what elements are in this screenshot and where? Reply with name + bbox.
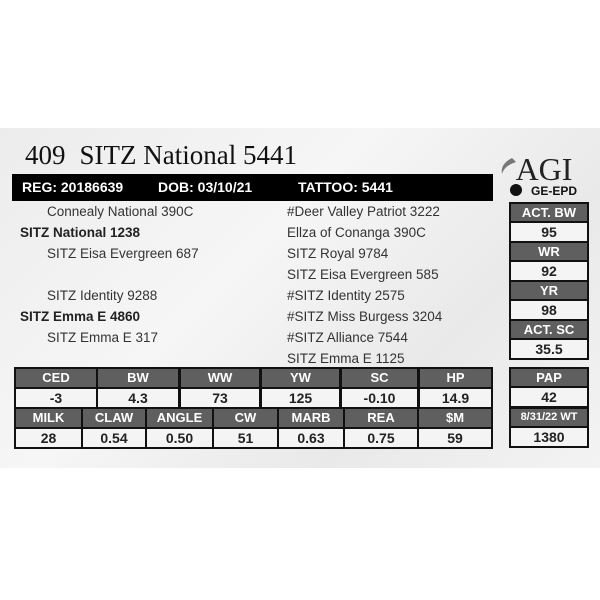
epd-label: MARB	[277, 407, 345, 429]
pedigree-left-item: SITZ Emma E 4860	[20, 309, 141, 324]
epd-label: MILK	[14, 407, 83, 429]
epd-label: SC	[340, 367, 419, 389]
tattoo: TATTOO: 5441	[298, 179, 393, 195]
side-stat-label: PAP	[509, 367, 589, 388]
pedigree-right-item: SITZ Emma E 1125	[287, 351, 405, 366]
pedigree-left-item: SITZ National 1238	[20, 225, 141, 240]
pedigree-right-item: SITZ Eisa Evergreen 585	[287, 267, 439, 282]
epd-value: 4.3	[96, 387, 180, 409]
pedigree-right-item: #Deer Valley Patriot 3222	[287, 204, 440, 219]
side-stat-value: 1380	[509, 426, 589, 448]
pedigree-left-item: SITZ Emma E 317	[47, 330, 159, 345]
id-bar: REG: 20186639 DOB: 03/10/21 TATTOO: 5441	[12, 174, 493, 201]
pedigree-right-item: #SITZ Alliance 7544	[287, 330, 408, 345]
side-stat-value: 35.5	[509, 338, 589, 360]
logo-text: AGI	[516, 151, 573, 187]
side-stat-value: 95	[509, 221, 589, 243]
pedigree-right-item: SITZ Royal 9784	[287, 246, 389, 261]
logo-subtext: GE-EPD	[531, 184, 577, 198]
epd-label: BW	[96, 367, 180, 389]
pedigree-right-item: #SITZ Identity 2575	[287, 288, 405, 303]
pedigree-left-item: Connealy National 390C	[47, 204, 194, 219]
agi-logo: AGI GE-EPD	[501, 151, 577, 198]
side-stat-value: 42	[509, 386, 589, 408]
side-stat-label: ACT. BW	[509, 202, 589, 223]
epd-value: 0.50	[145, 427, 214, 449]
epd-value: -3	[14, 387, 98, 409]
epd-value: 51	[212, 427, 279, 449]
pedigree-left-item: SITZ Eisa Evergreen 687	[47, 246, 199, 261]
dob: DOB: 03/10/21	[158, 179, 253, 195]
animal-name: SITZ National 5441	[79, 140, 297, 170]
pedigree-left-item: SITZ Identity 9288	[47, 288, 158, 303]
epd-label: $M	[417, 407, 493, 429]
epd-label: CLAW	[81, 407, 147, 429]
pedigree-right-item: Ellza of Conanga 390C	[287, 225, 426, 240]
lot-title: 409 SITZ National 5441	[25, 140, 311, 171]
epd-value: 14.9	[418, 387, 493, 409]
epd-label: WW	[179, 367, 261, 389]
epd-value: 0.75	[343, 427, 419, 449]
epd-label: CW	[212, 407, 279, 429]
reg-number: REG: 20186639	[22, 179, 124, 195]
epd-value: 59	[417, 427, 493, 449]
side-stat-label: WR	[509, 241, 589, 262]
epd-value: 73	[179, 387, 261, 409]
side-stat-label: YR	[509, 280, 589, 301]
epd-value: 28	[14, 427, 83, 449]
side-stat-label: 8/31/22 WT	[509, 407, 589, 428]
side-stat-value: 92	[509, 260, 589, 282]
epd-value: 0.63	[277, 427, 345, 449]
epd-value: -0.10	[340, 387, 419, 409]
side-stat-value: 98	[509, 299, 589, 321]
lot-number: 409	[25, 140, 66, 170]
epd-label: REA	[343, 407, 419, 429]
side-stat-label: ACT. SC	[509, 319, 589, 340]
epd-value: 125	[260, 387, 341, 409]
pedigree-right-item: #SITZ Miss Burgess 3204	[287, 309, 443, 324]
epd-label: HP	[418, 367, 493, 389]
epd-label: ANGLE	[145, 407, 214, 429]
epd-value: 0.54	[81, 427, 147, 449]
epd-label: CED	[14, 367, 98, 389]
epd-label: YW	[260, 367, 341, 389]
